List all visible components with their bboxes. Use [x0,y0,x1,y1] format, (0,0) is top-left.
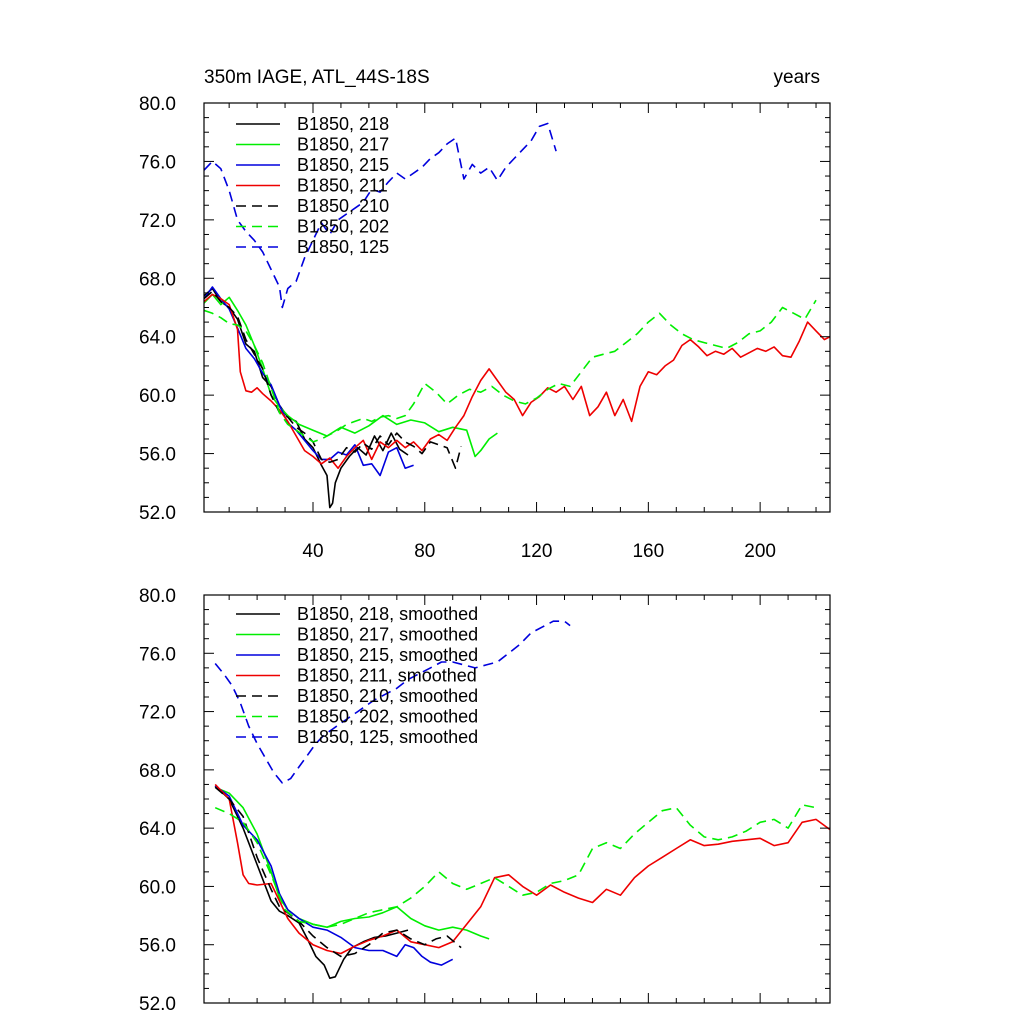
series-line-3 [204,286,414,477]
series-line-5 [204,290,462,470]
ytick-label: 68.0 [139,269,176,290]
legend-entry-1: B1850, 218 [297,114,389,134]
xtick-label: 160 [632,541,664,562]
series-line-4 [204,293,830,470]
xtick-label: 200 [744,541,776,562]
legend-entry-4: B1850, 211 [297,176,388,196]
chart-title: 350m IAGE, ATL_44S-18S [204,67,430,88]
series-group [214,620,830,980]
series-line-1 [214,785,409,980]
xtick-label: 80 [414,541,435,562]
xtick-label: 120 [521,541,553,562]
legend-entry-5: B1850, 210 [297,196,389,216]
series-line-7 [214,620,571,784]
legend-entry-7: B1850, 125 [297,237,389,257]
xtick-label: 40 [302,541,323,562]
ytick-label: 52.0 [139,994,176,1015]
panel-top: 350m IAGE, ATL_44S-18S years 52.0 56.0 60.… [139,67,831,562]
ytick-label: 52.0 [139,503,176,524]
legend-entry-1: B1850, 218, smoothed [297,604,478,624]
legend-entry-4: B1850, 211, smoothed [297,666,477,686]
ytick-label: 72.0 [139,211,176,232]
ytick-label: 60.0 [139,386,176,407]
series-line-6 [214,803,817,929]
ytick-label: 56.0 [139,936,176,957]
series-line-5 [214,786,462,958]
chart-units: years [774,67,820,88]
panel-bottom: 52.0 56.0 60.0 64.0 68.0 72.0 76.0 80.0 B1850, 2… [139,586,831,1015]
ytick-label: 76.0 [139,644,176,665]
series-line-6 [204,299,817,443]
legend-entry-6: B1850, 202, smoothed [297,707,478,727]
series-line-2 [204,293,498,458]
series-line-4 [214,783,830,955]
ytick-label: 80.0 [139,94,176,115]
legend-entry-3: B1850, 215, smoothed [297,645,478,665]
ytick-label: 72.0 [139,703,176,724]
legend-entry-5: B1850, 210, smoothed [297,686,478,706]
series-line-7 [204,122,557,309]
legend-entry-7: B1850, 125, smoothed [297,727,478,747]
series-group [204,122,830,509]
ytick-label: 76.0 [139,152,176,173]
ytick-label: 64.0 [139,328,176,349]
series-line-1 [204,287,409,509]
series-line-3 [214,785,454,966]
legend-entry-3: B1850, 215 [297,155,389,175]
ytick-label: 64.0 [139,819,176,840]
ytick-label: 68.0 [139,761,176,782]
legend-entry-2: B1850, 217 [297,135,389,155]
legend-entry-2: B1850, 217, smoothed [297,625,478,645]
legend-entry-6: B1850, 202 [297,217,389,237]
ytick-label: 80.0 [139,586,176,607]
ytick-label: 56.0 [139,445,176,466]
ytick-label: 60.0 [139,877,176,898]
